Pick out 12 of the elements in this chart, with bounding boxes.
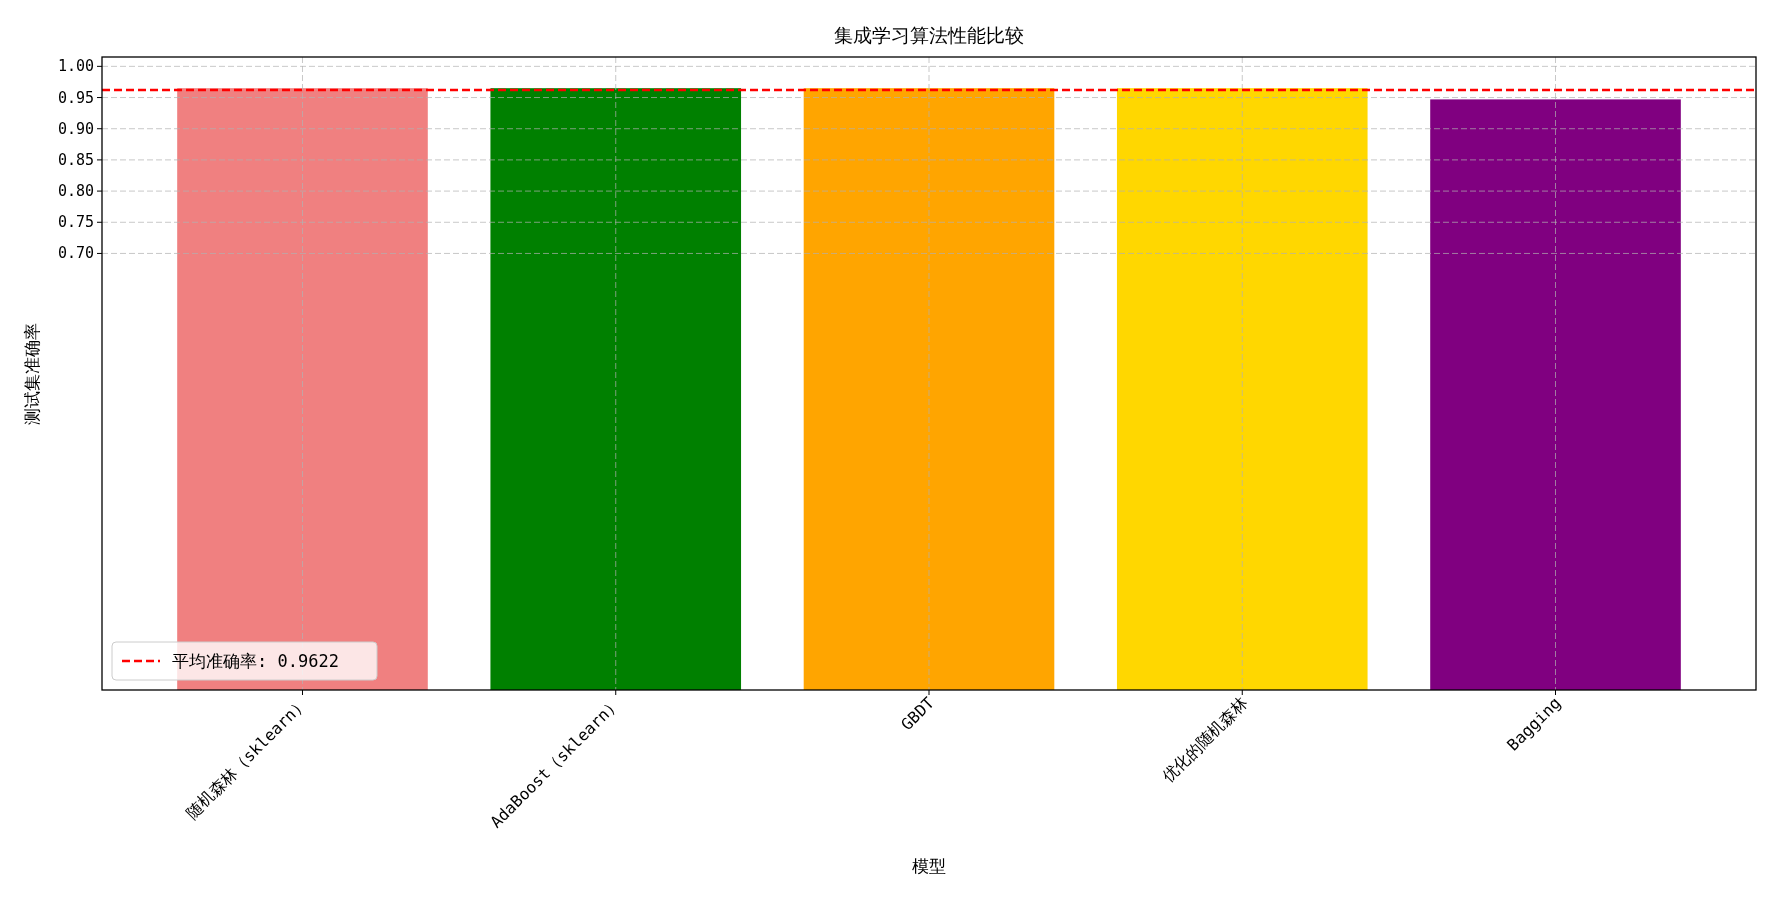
y-tick-label: 0.80 [57, 182, 94, 201]
y-tick-label: 1.00 [57, 57, 94, 76]
x-tick-label: 优化的随机森林 [1158, 693, 1252, 787]
y-tick-label: 0.90 [57, 119, 94, 138]
y-tick-label: 0.95 [57, 88, 94, 107]
chart-title: 集成学习算法性能比较 [834, 24, 1024, 46]
legend-label: 平均准确率: 0.9622 [172, 651, 339, 671]
y-tick-label: 0.85 [57, 150, 94, 169]
y-tick-label: 0.75 [57, 213, 94, 232]
y-axis-title: 测试集准确率 [22, 322, 42, 425]
x-axis-title: 模型 [912, 856, 946, 876]
y-tick-label: 0.70 [57, 244, 94, 263]
